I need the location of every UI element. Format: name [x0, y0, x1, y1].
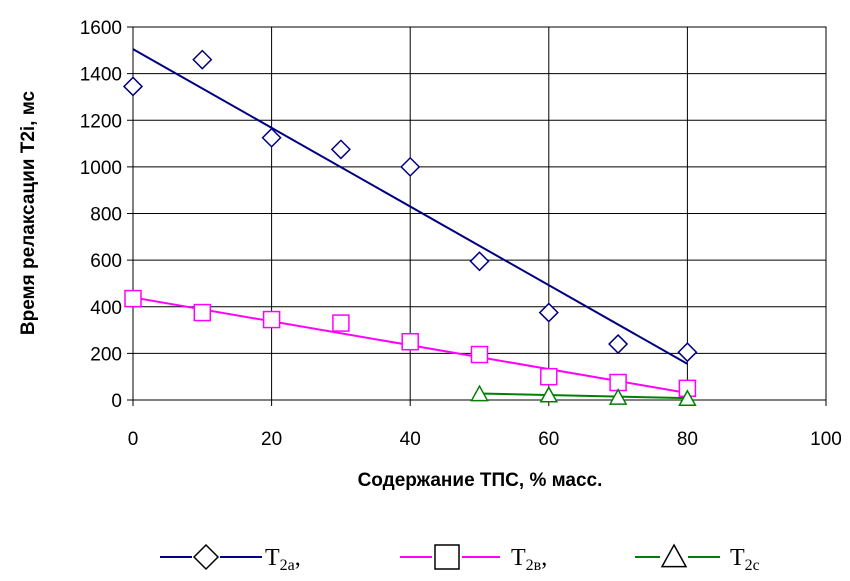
- point-T2в: [609, 373, 627, 392]
- point-T2в: [262, 310, 281, 329]
- legend: T2a, T2в, T2c: [160, 543, 760, 574]
- legend-marker: [660, 543, 688, 568]
- x-axis-title: Содержание ТПС, % масс.: [358, 470, 603, 491]
- point-T2в: [401, 332, 419, 351]
- trend-line-T2c: [479, 392, 688, 400]
- point-T2c: [539, 385, 559, 403]
- y-tick-label: 1200: [80, 111, 122, 132]
- legend-label-T2в: T2в,: [511, 545, 547, 574]
- legend-label-T2c: T2c: [730, 545, 760, 574]
- point-T2в: [193, 303, 212, 322]
- y-tick-label: 800: [90, 205, 122, 226]
- x-tick-label: 20: [261, 429, 282, 450]
- point-T2в: [332, 314, 350, 332]
- point-T2a: [608, 333, 629, 355]
- x-tick-labels: 0 20 40 60 80 100: [128, 429, 842, 450]
- point-T2a: [677, 342, 698, 363]
- point-T2a: [192, 49, 213, 70]
- y-tick-label: 1600: [80, 18, 122, 39]
- point-T2a: [261, 127, 282, 148]
- y-axis-title: Время релаксации Т2i, мс: [18, 90, 39, 335]
- y-tick-label: 1400: [80, 65, 122, 86]
- x-tick-label: 40: [400, 429, 421, 450]
- point-T2в: [540, 367, 558, 386]
- trend-line-T2a: [132, 48, 688, 365]
- point-T2a: [538, 302, 559, 323]
- data-markers: [122, 49, 698, 406]
- x-tick-label: 60: [538, 429, 559, 450]
- point-T2a: [400, 156, 421, 177]
- point-T2c: [608, 388, 628, 405]
- legend-label-T2a: T2a,: [265, 545, 301, 574]
- x-tick-label: 80: [677, 429, 698, 450]
- point-T2a: [469, 251, 490, 272]
- legend-marker: [192, 543, 220, 571]
- y-tick-label: 0: [111, 391, 122, 412]
- point-T2a: [122, 76, 144, 97]
- point-T2c: [678, 389, 697, 406]
- y-tick-label: 1000: [80, 158, 122, 179]
- point-T2в: [124, 289, 142, 308]
- legend-marker: [434, 544, 460, 570]
- y-tick-label: 400: [90, 298, 122, 319]
- x-tick-label: 0: [128, 429, 139, 450]
- y-tick-label: 600: [90, 251, 122, 272]
- point-T2a: [330, 139, 351, 160]
- y-tick-labels: 0 200 400 600 800 1000 1200 1400 1600: [80, 18, 122, 412]
- point-T2в: [470, 345, 489, 364]
- x-tick-label: 100: [810, 429, 842, 450]
- grid-lines: [127, 26, 827, 406]
- point-T2c: [470, 384, 489, 402]
- y-tick-label: 200: [90, 344, 122, 365]
